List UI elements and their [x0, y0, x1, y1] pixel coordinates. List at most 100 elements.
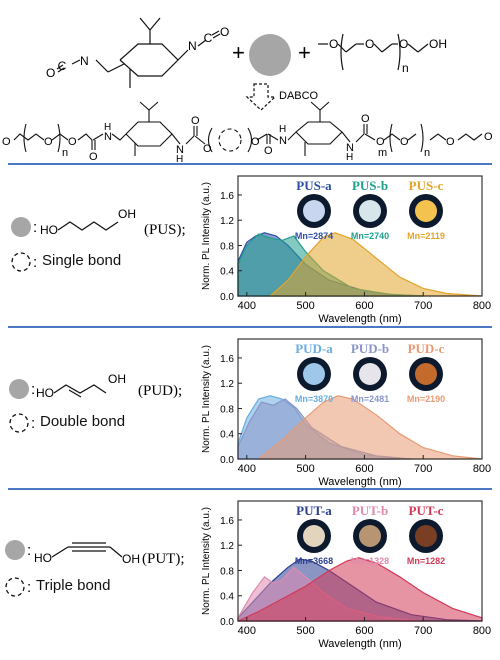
y-tick-label: 1.6: [220, 354, 234, 365]
dashed-circle-pus: [11, 252, 31, 272]
x-tick-label: 800: [473, 625, 491, 637]
plus-sign-1: +: [232, 40, 245, 65]
plot-frame: [237, 500, 483, 622]
atom-c-left: C: [58, 59, 67, 73]
atom-c-right: C: [204, 31, 213, 45]
atom-o-peg1: O: [329, 37, 338, 51]
pl-chart-pud-svg: 400 500 600 700 800 0.0 0.4 0.8 1.2 1.6 Wavelength…: [201, 338, 491, 488]
svg-text:OH: OH: [122, 552, 140, 566]
subscript-n-prod: n: [62, 147, 68, 159]
put-structure: : HO OH (PUT); :: [5, 540, 185, 597]
bond-label-double: Double bond: [40, 413, 126, 430]
sample-name-put-b: PUT-b: [352, 503, 388, 518]
atom-o-prod12: O: [446, 136, 455, 148]
svg-text:OH: OH: [108, 372, 126, 386]
y-axis-label: Norm. PL Intensity (a.u.): [201, 182, 212, 290]
sample-name-put-c: PUT-c: [409, 503, 444, 518]
sample-powder-pus-c: [415, 200, 437, 222]
atom-o-prod9: O: [361, 113, 370, 125]
divider-3: [8, 488, 492, 490]
ipdi-ring: [119, 43, 179, 77]
plot-frame: [237, 175, 483, 297]
atom-o-prod4: O: [89, 151, 98, 163]
atom-o-prod10: O: [376, 136, 385, 148]
svg-text::: :: [33, 219, 37, 236]
atom-n-prod2: N: [176, 144, 184, 156]
sample-mn-pus-a: Mn=2874: [295, 231, 333, 241]
atom-h-prod2: H: [176, 154, 183, 165]
atom-n-prod3: N: [279, 135, 287, 147]
atom-oh-peg: OH: [429, 37, 447, 51]
atom-o-prod13: O: [484, 131, 493, 143]
y-axis-label: Norm. PL Intensity (a.u.): [201, 345, 212, 453]
bond-label-triple: Triple bond: [36, 577, 111, 594]
pl-chart-put: 400 500 600 700 800 0.0 0.4 0.8 1.2 1.6 Wavelength…: [196, 491, 500, 655]
atom-n-prod4: N: [346, 142, 354, 154]
atom-o-peg3: O: [399, 37, 408, 51]
sample-mn-pud-c: Mn=2190: [407, 394, 445, 404]
row-pus-left: : HO OH (PUS); : Single bond: [0, 166, 196, 326]
sample-name-pus-a: PUS-a: [296, 178, 332, 193]
atom-o-prod6: O: [203, 143, 212, 155]
sample-name-put-a: PUT-a: [296, 503, 332, 518]
pus-structure: : HO OH (PUS); :: [11, 207, 186, 272]
sample-powder-pus-b: [359, 200, 381, 222]
dashed-circle-pud: [9, 413, 29, 433]
atom-o-prod11: O: [400, 136, 409, 148]
sample-mn-put-b: Mn=1328: [351, 556, 389, 566]
x-tick-label: 800: [473, 300, 491, 312]
plus-sign-2: +: [298, 40, 311, 65]
sample-mn-put-c: Mn=1282: [407, 556, 445, 566]
sample-powder-pud-c: [415, 363, 437, 385]
sample-mn-put-a: Mn=3668: [295, 556, 333, 566]
y-tick-label: 0.8: [220, 241, 234, 252]
y-tick-label: 0.8: [220, 404, 234, 415]
atom-h-prod1: H: [104, 122, 111, 133]
sample-mn-pus-b: Mn=2740: [351, 231, 389, 241]
bond-label-single: Single bond: [42, 252, 122, 269]
reaction-arrow: [245, 83, 277, 111]
svg-text:OH: OH: [118, 207, 136, 221]
sample-mn-pus-c: Mn=2119: [407, 231, 445, 241]
series-area-pud-c: [258, 395, 483, 460]
x-axis-label: Wavelength (nm): [318, 476, 401, 488]
x-axis-label: Wavelength (nm): [318, 638, 401, 650]
x-tick-label: 500: [296, 463, 314, 475]
x-tick-label: 600: [355, 625, 373, 637]
svg-text:HO: HO: [40, 223, 58, 237]
x-tick-label: 500: [296, 625, 314, 637]
atom-o-prod5: O: [191, 115, 200, 127]
subscript-m-prod: m: [378, 147, 387, 159]
pl-chart-pus: 400 500 600 700 800 0.0 0.4 0.8 1.2 1.6 Wavelength…: [196, 166, 500, 330]
sample-name-pud-a: PUD-a: [295, 341, 333, 356]
series-area-pus-c: [268, 232, 483, 297]
x-tick-label: 400: [238, 625, 256, 637]
svg-text::: :: [33, 254, 37, 271]
sample-powder-pus-a: [303, 200, 325, 222]
atom-n-right: N: [188, 39, 197, 53]
y-tick-label: 0.0: [220, 292, 234, 303]
svg-text:HO: HO: [34, 551, 52, 565]
sample-name-pud-c: PUD-c: [408, 341, 445, 356]
sample-powder-pud-a: [303, 363, 325, 385]
plot-frame: [237, 338, 483, 460]
code-pud: (PUD);: [138, 383, 182, 399]
row-pud-left: : HO OH (PUD); : Double bond: [0, 329, 196, 489]
divider-1: [8, 163, 492, 165]
placeholder-circle-pus: [11, 217, 31, 237]
dashed-circle-put: [5, 577, 25, 597]
row-put-left: : HO OH (PUT); : Triple bond: [0, 491, 196, 655]
y-tick-label: 1.2: [220, 216, 234, 227]
svg-text:HO: HO: [36, 386, 54, 400]
pl-chart-put-svg: 400 500 600 700 800 0.0 0.4 0.8 1.2 1.6 Wavelength…: [201, 500, 491, 650]
y-tick-label: 0.4: [220, 430, 234, 441]
y-tick-label: 0.4: [220, 592, 234, 603]
svg-text::: :: [27, 579, 31, 596]
atom-o-prod8: O: [264, 145, 273, 157]
atom-o-peg2: O: [365, 37, 374, 51]
y-tick-label: 1.6: [220, 191, 234, 202]
sample-powder-put-a: [303, 525, 325, 547]
sample-name-pus-b: PUS-b: [352, 178, 388, 193]
atom-o-left: O: [46, 66, 55, 80]
atom-h-prod4: H: [346, 152, 353, 163]
